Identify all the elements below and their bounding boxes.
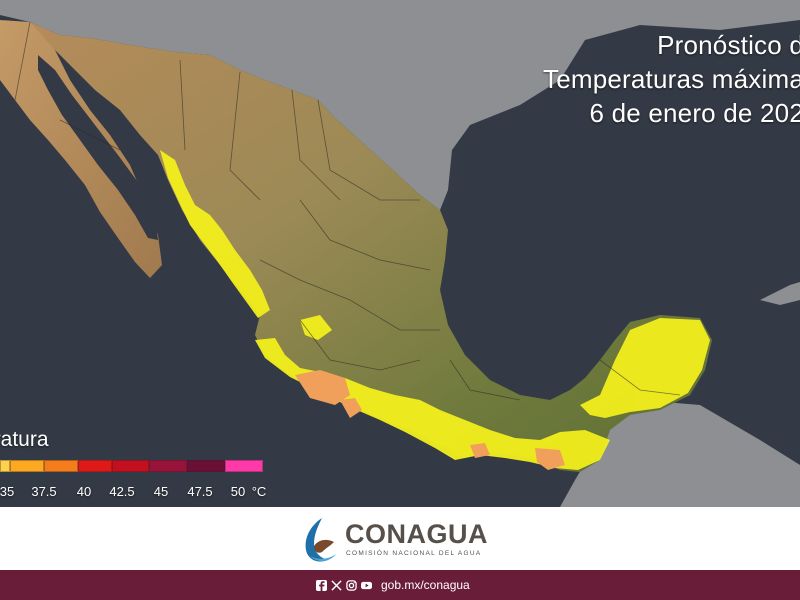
legend-swatch: [10, 460, 44, 472]
social-links: gob.mx/conagua: [316, 578, 470, 592]
legend-swatch: [44, 460, 78, 472]
legend-tick-label: 45: [153, 484, 169, 499]
legend-swatch: [225, 460, 263, 472]
legend-swatch: [112, 460, 149, 472]
legend-tick-label: 47.5: [187, 484, 213, 499]
legend-tick-label: 42.5: [109, 484, 135, 499]
title-line-3: 6 de enero de 202: [589, 98, 800, 128]
state-boundaries: [14, 21, 681, 401]
footer-logo-area: [0, 507, 800, 570]
forecast-map: [0, 0, 800, 507]
central-america-land: [560, 400, 800, 507]
baja-california: [0, 20, 162, 278]
legend-swatch: [187, 460, 225, 472]
temperature-zones-yellow: [160, 150, 710, 470]
footer-bar: [0, 570, 800, 600]
mexico-mainland: [30, 22, 712, 472]
legend-swatch: [0, 460, 10, 472]
website-link[interactable]: gob.mx/conagua: [381, 578, 470, 592]
legend-tick-label: 40: [76, 484, 92, 499]
conagua-logo: CONAGUA COMISIÓN NACIONAL DEL AGUA: [300, 514, 510, 566]
facebook-icon[interactable]: [316, 579, 327, 591]
usa-land: [0, 0, 800, 210]
conagua-logo-subtitle: COMISIÓN NACIONAL DEL AGUA: [346, 550, 482, 557]
title-line-1: Pronóstico d: [657, 30, 800, 60]
legend-title: eratura: [0, 428, 49, 451]
legend-swatch: [78, 460, 112, 472]
conagua-emblem-icon: [305, 518, 336, 562]
legend-tick-label: 35: [0, 484, 15, 499]
legend-swatch: [149, 460, 187, 472]
gulf-of-california: [38, 55, 158, 240]
youtube-icon[interactable]: [361, 580, 372, 591]
legend-tick-label: °C: [251, 484, 267, 499]
title-line-2: Temperaturas máxima: [543, 64, 800, 94]
legend-color-bar: [0, 460, 263, 472]
legend-tick-label: 37.5: [31, 484, 57, 499]
x-icon[interactable]: [331, 579, 342, 591]
instagram-icon[interactable]: [346, 579, 357, 591]
conagua-logo-name: CONAGUA: [345, 519, 488, 549]
temperature-zones-orange: [295, 370, 565, 470]
cuba-land: [760, 282, 800, 305]
legend-tick-label: 50: [230, 484, 246, 499]
